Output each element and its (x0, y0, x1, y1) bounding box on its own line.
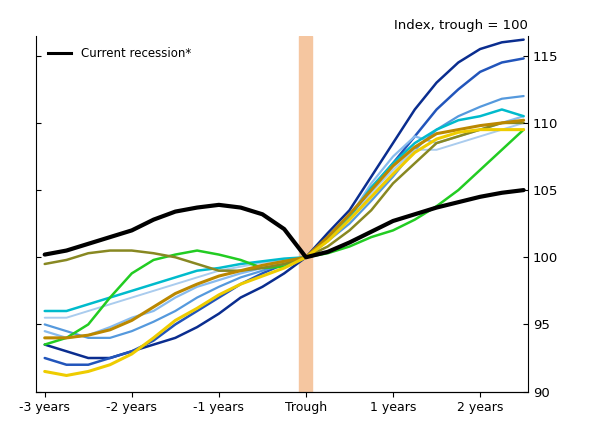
Legend: Current recession*: Current recession* (42, 41, 197, 66)
Text: Index, trough = 100: Index, trough = 100 (394, 19, 528, 32)
Bar (299, 36, 313, 392)
